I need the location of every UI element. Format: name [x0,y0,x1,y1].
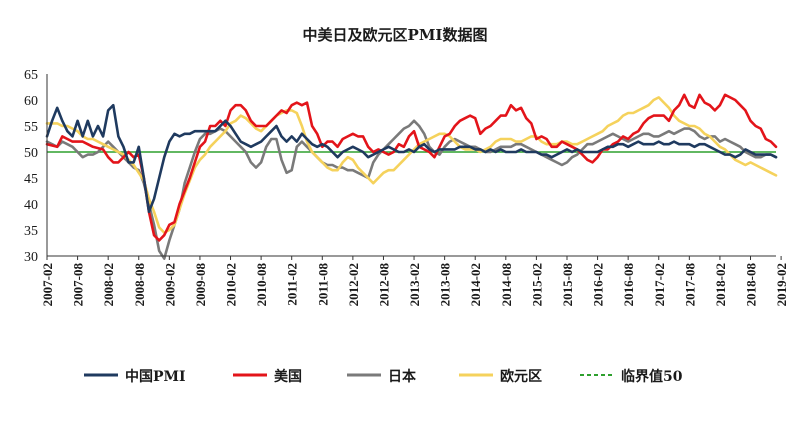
x-tick-label: 2007-08 [71,263,86,307]
x-tick-label: 2009-02 [162,263,177,306]
legend: 中国PMI 美国 日本 欧元区 临界值50 [84,368,683,385]
legend-item-3: 欧元区 [459,368,542,385]
x-tick-label: 2017-08 [682,263,697,307]
y-tick-label: 65 [24,68,38,83]
y-tick-label: 45 [24,172,38,187]
x-tick-label: 2014-08 [499,263,514,307]
x-tick-label: 2008-02 [101,263,116,306]
x-tick-label: 2014-02 [468,263,483,306]
x-tick-label: 2016-02 [591,263,606,306]
x-tick-label: 2008-08 [132,263,147,307]
x-tick-label: 2018-02 [713,263,728,306]
legend-item-1: 美国 [233,368,302,385]
y-tick-label: 50 [24,146,38,161]
legend-label: 日本 [388,368,417,385]
x-tick-label: 2011-08 [315,263,330,306]
x-tick-label: 2007-02 [40,263,55,306]
x-tick-label: 2013-02 [407,263,422,306]
y-tick-label: 55 [24,120,38,135]
y-tick-label: 30 [24,250,38,265]
x-tick-label: 2015-02 [529,263,544,306]
x-tick-label: 2017-02 [652,263,667,306]
x-tick-label: 2010-02 [224,263,239,306]
chart-title: 中美日及欧元区PMI数据图 [303,26,488,44]
axis-lines [46,74,776,257]
legend-label: 美国 [274,368,302,385]
x-tick-label: 2012-02 [346,263,361,306]
series-line-2 [45,119,778,260]
series-line-0 [45,103,778,214]
x-axis: 2007-02 2007-08 2008-02 2008-08 2009-02 2009-… [40,256,789,307]
legend-label: 临界值50 [621,368,683,385]
legend-item-2: 日本 [347,368,417,385]
series-line-1 [45,93,778,242]
x-tick-label: 2011-02 [285,263,300,306]
x-tick-label: 2009-08 [193,263,208,307]
legend-item-4: 临界值50 [580,368,683,385]
y-axis: 30 35 40 45 50 55 60 65 [24,68,38,265]
y-tick-label: 40 [24,198,38,213]
x-tick-label: 2016-08 [621,263,636,307]
legend-item-0: 中国PMI [84,368,186,385]
y-tick-label: 35 [24,224,38,239]
x-tick-label: 2018-08 [744,263,759,307]
x-tick-label: 2010-08 [254,263,269,307]
legend-label: 中国PMI [125,368,186,385]
y-tick-label: 60 [24,94,38,109]
series-lines [45,93,778,260]
x-tick-label: 2012-08 [376,263,391,307]
legend-label: 欧元区 [500,368,542,385]
x-tick-label: 2015-08 [560,263,575,307]
x-tick-label: 2013-08 [438,263,453,307]
x-tick-label: 2019-02 [774,263,789,306]
